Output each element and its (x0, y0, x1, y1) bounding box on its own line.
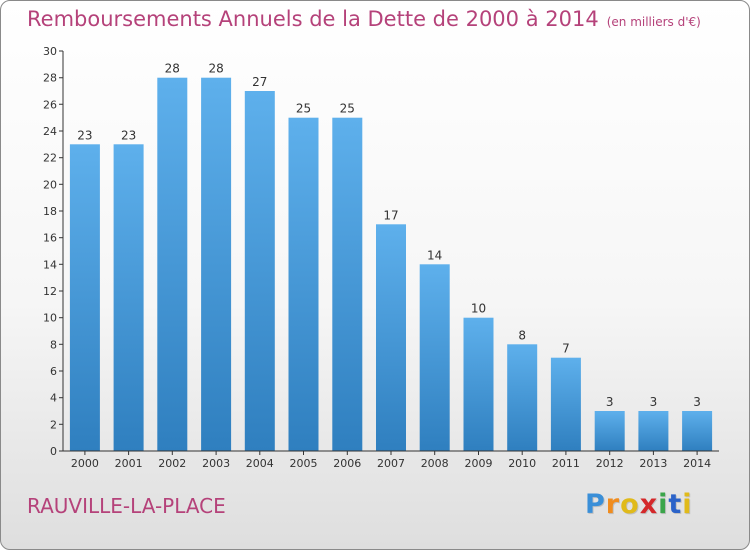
logo-letter: i (682, 489, 693, 520)
x-tick-label-2000: 2000 (71, 457, 99, 470)
y-tick-label-22: 22 (43, 152, 57, 165)
bar-2010 (507, 344, 538, 451)
bar-2006 (332, 117, 363, 451)
x-tick-label-2002: 2002 (158, 457, 186, 470)
logo-letter: i (658, 489, 669, 520)
logo-letter: t (668, 489, 683, 520)
bar-2009 (463, 317, 494, 451)
axes-layer: 2000 2001 2002 2003 2004 2005 2006 2007 2008 2009… (43, 45, 719, 470)
y-tick-label-2: 2 (50, 418, 57, 431)
x-tick-label-2005: 2005 (290, 457, 318, 470)
x-tick-label-2007: 2007 (377, 457, 405, 470)
y-tick-label-16: 16 (43, 232, 57, 245)
proxiti-logo: Proxiti (585, 489, 693, 520)
x-tick-label-2012: 2012 (596, 457, 624, 470)
y-tick-label-20: 20 (43, 178, 57, 191)
town-name: RAUVILLE-LA-PLACE (27, 494, 226, 518)
bar-value-label-2012: 3 (606, 395, 614, 409)
x-tick-label-2014: 2014 (683, 457, 711, 470)
bar-2013 (638, 411, 669, 451)
chart-title-text: Remboursements Annuels de la Dette de 20… (27, 7, 599, 31)
y-tick-label-18: 18 (43, 205, 57, 218)
x-tick-label-2001: 2001 (115, 457, 143, 470)
bar-2004 (244, 91, 275, 451)
bar-2003 (201, 77, 232, 451)
bar-value-label-2013: 3 (650, 395, 658, 409)
logo-letter: P (585, 489, 606, 520)
bar-value-label-2014: 3 (693, 395, 701, 409)
chart-subtitle: (en milliers d'€) (606, 15, 701, 29)
chart-title: Remboursements Annuels de la Dette de 20… (27, 7, 701, 31)
y-tick-label-6: 6 (50, 365, 57, 378)
bar-value-label-2006: 25 (340, 102, 355, 116)
x-tick-label-2008: 2008 (421, 457, 449, 470)
bar-2000 (69, 144, 100, 452)
bar-2011 (550, 357, 581, 451)
y-tick-label-30: 30 (43, 45, 57, 58)
x-tick-label-2010: 2010 (508, 457, 536, 470)
bar-2007 (376, 224, 406, 451)
bar-value-label-2000: 23 (77, 128, 92, 142)
y-tick-label-26: 26 (43, 98, 57, 111)
bar-value-label-2008: 14 (427, 248, 442, 262)
bar-2014 (682, 411, 713, 451)
bar-2008 (419, 264, 450, 451)
bars-layer: 23 23 28 28 27 25 25 17 14 10 8 7 3 3 3 (69, 62, 713, 452)
y-tick-label-0: 0 (50, 445, 57, 458)
y-tick-label-14: 14 (43, 258, 57, 271)
bar-value-label-2004: 27 (252, 75, 267, 89)
bar-2012 (594, 411, 625, 451)
y-tick-label-10: 10 (43, 312, 57, 325)
bar-2005 (288, 117, 319, 451)
y-tick-label-28: 28 (43, 72, 57, 85)
x-tick-label-2003: 2003 (202, 457, 230, 470)
bar-2002 (157, 77, 188, 451)
bar-value-label-2001: 23 (121, 128, 136, 142)
bar-value-label-2005: 25 (296, 102, 311, 116)
y-tick-label-8: 8 (50, 338, 57, 351)
logo-letter: x (639, 489, 659, 520)
x-tick-label-2006: 2006 (333, 457, 361, 470)
bar-value-label-2003: 28 (208, 62, 223, 76)
logo-letter: r (605, 489, 621, 520)
bar-value-label-2002: 28 (165, 62, 180, 76)
logo-letter: o (620, 489, 640, 520)
bar-value-label-2009: 10 (471, 302, 486, 316)
y-tick-label-4: 4 (50, 392, 57, 405)
bar-value-label-2007: 17 (383, 208, 398, 222)
x-tick-label-2013: 2013 (639, 457, 667, 470)
y-tick-label-12: 12 (43, 285, 57, 298)
x-tick-label-2011: 2011 (552, 457, 580, 470)
y-tick-label-24: 24 (43, 125, 57, 138)
bar-2001 (113, 144, 144, 452)
bar-value-label-2011: 7 (562, 342, 570, 356)
x-tick-label-2004: 2004 (246, 457, 274, 470)
x-tick-label-2009: 2009 (465, 457, 493, 470)
bar-value-label-2010: 8 (518, 328, 526, 342)
